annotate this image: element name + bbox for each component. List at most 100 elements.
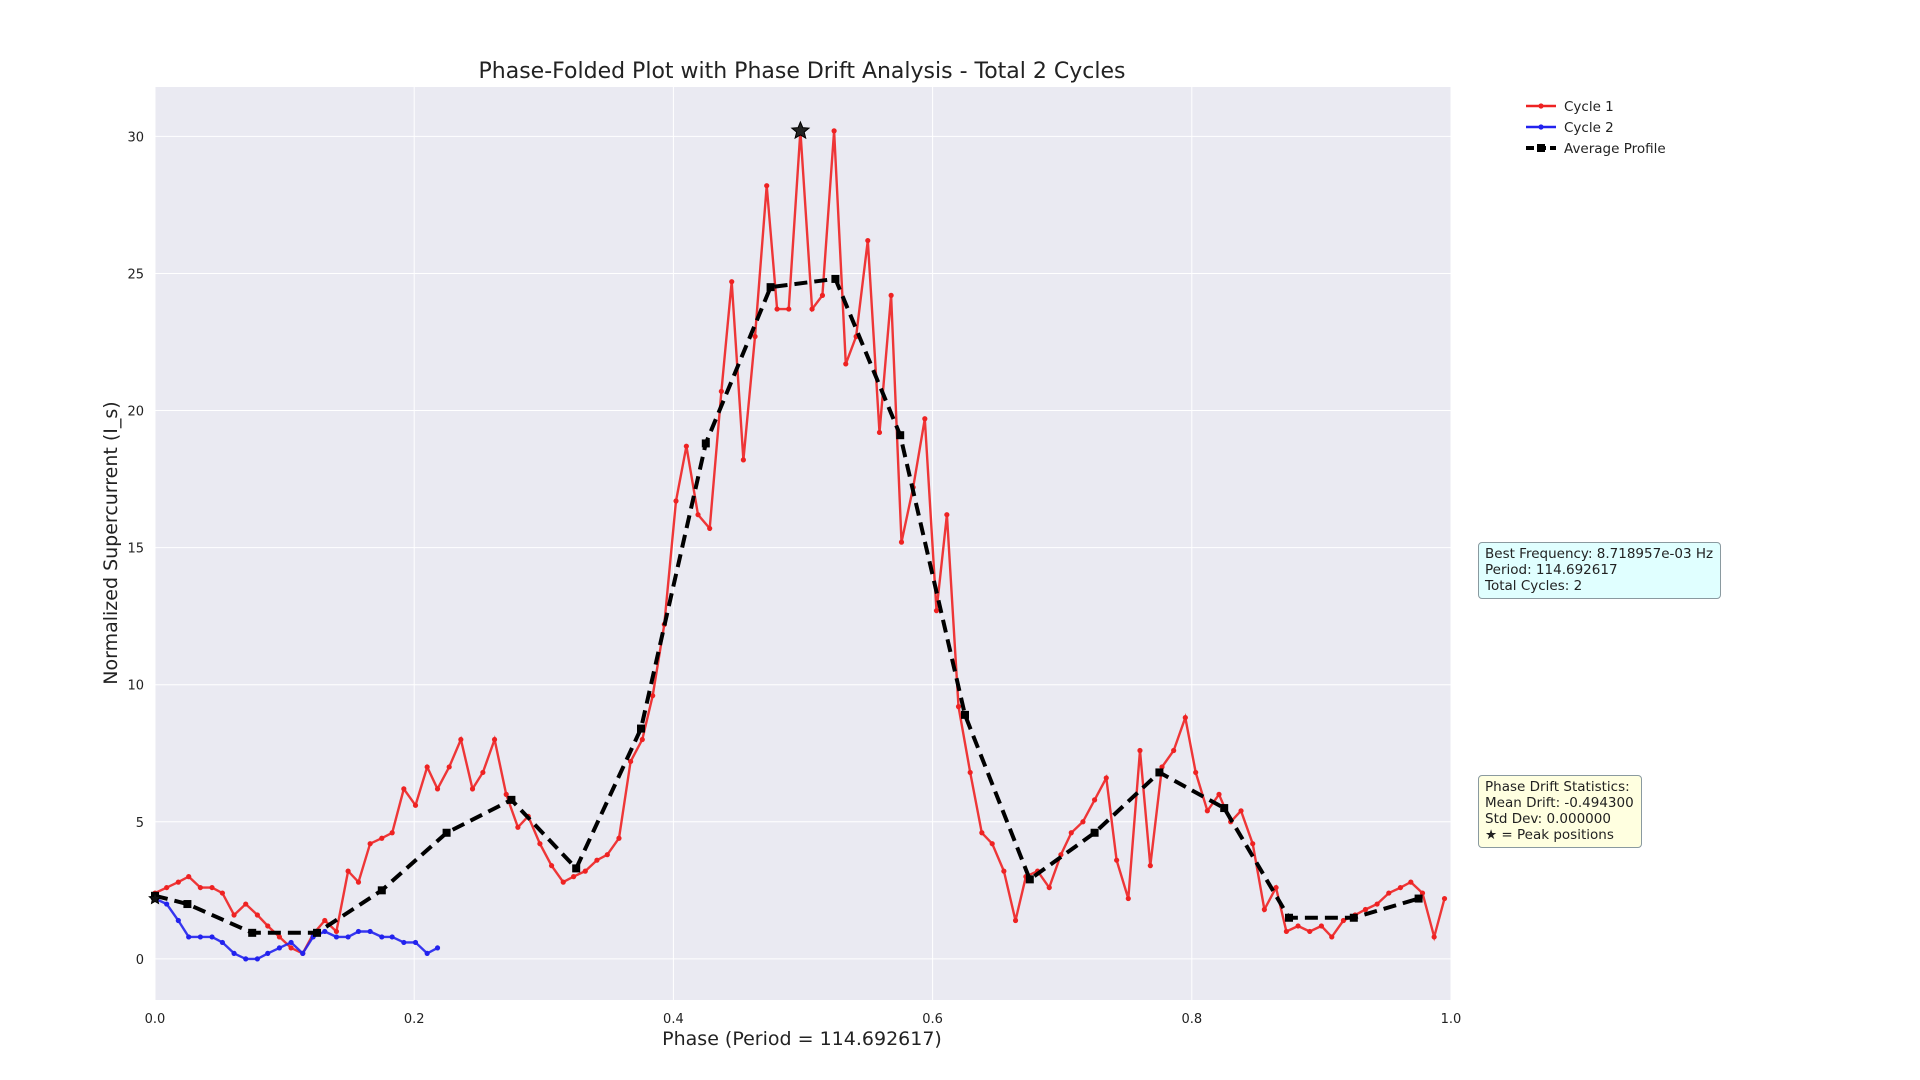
cycle-1-marker: [1374, 901, 1380, 907]
average-profile-marker: [961, 710, 969, 719]
legend-label-cycle-2: Cycle 2: [1564, 120, 1614, 136]
average-profile-marker: [1090, 828, 1099, 837]
cycle-2-marker: [412, 939, 419, 946]
cycle-1-marker: [1114, 857, 1120, 863]
cycle-1-marker: [933, 608, 940, 614]
cycle-1-marker: [616, 835, 622, 841]
legend-label-cycle-1: Cycle 1: [1564, 99, 1614, 115]
cycle-1-marker: [843, 361, 849, 367]
cycle-1-marker: [1125, 895, 1131, 902]
cycle-1-marker: [434, 786, 441, 792]
phase-drift-info-box: Phase Drift Statistics: Mean Drift: -0.4…: [1478, 775, 1642, 848]
cycle-2-marker: [254, 956, 260, 962]
grid-lines: [154, 87, 1452, 1000]
average-profile-marker: [637, 724, 645, 733]
cycle-1-marker: [1307, 928, 1313, 935]
cycle-1-marker: [1046, 884, 1052, 891]
cycle-1-marker: [1273, 884, 1279, 891]
cycle-1-marker: [673, 498, 679, 504]
cycle-1-marker: [944, 512, 950, 518]
cycle-1-marker: [503, 791, 509, 797]
average-profile-marker: [572, 864, 581, 873]
cycle-1-marker: [491, 736, 498, 743]
cycle-2-marker: [434, 945, 441, 951]
cycle-2-marker: [300, 950, 306, 956]
y-tick-label: 30: [127, 130, 144, 145]
average-profile-marker: [377, 886, 386, 895]
frequency-info-box: Best Frequency: 8.718957e-03 Hz Period: …: [1478, 542, 1722, 599]
cycle-1-marker: [560, 879, 566, 885]
cycle-1-marker: [571, 874, 577, 880]
cycle-2-marker: [186, 934, 192, 940]
cycle-2-marker: [243, 956, 249, 962]
cycle-1-marker: [819, 292, 826, 298]
cycle-1-marker: [1431, 934, 1437, 940]
best-frequency-text: Best Frequency: 8.718957e-03 Hz: [1485, 546, 1714, 562]
cycle-1-marker: [254, 912, 260, 918]
cycle-2-marker: [379, 934, 385, 940]
y-tick-label: 15: [127, 542, 144, 557]
cycle-1-marker: [288, 945, 294, 951]
cycle-1-marker: [1362, 906, 1369, 913]
cycle-1-marker: [1238, 808, 1244, 814]
cycle-1-marker: [412, 802, 419, 808]
x-tick-label: 0.6: [922, 1012, 943, 1027]
y-tick-label: 5: [136, 816, 144, 831]
average-profile-marker: [1220, 804, 1229, 813]
x-tick-label: 0.8: [1181, 1012, 1202, 1027]
cycle-1-marker: [345, 868, 351, 874]
plot-area: [155, 87, 1451, 1000]
y-axis-label: Normalized Supercurrent (I_s): [100, 401, 122, 684]
cycle-1-marker: [424, 764, 430, 770]
cycle-1-marker: [1171, 747, 1177, 754]
cycle-1-marker: [922, 416, 928, 422]
cycle-1-marker: [548, 863, 555, 869]
legend-label-average-profile: Average Profile: [1564, 141, 1666, 157]
cycle-1-marker: [639, 736, 645, 743]
cycle-1-marker: [1250, 841, 1256, 847]
average-profile-marker: [1414, 894, 1423, 903]
cycle-1-marker: [1386, 890, 1392, 896]
cycle-1-marker: [898, 539, 905, 545]
cycle-1-marker: [729, 279, 735, 285]
cycle-1-marker: [231, 912, 237, 918]
cycle-1-marker: [209, 884, 215, 891]
cycle-1-marker: [243, 901, 249, 907]
peak-note-text: ★ = Peak positions: [1485, 827, 1614, 843]
cycle-1-marker: [809, 306, 815, 312]
cycle-2-marker: [367, 928, 373, 935]
average-profile-marker: [507, 795, 516, 804]
x-tick-label: 1.0: [1441, 1012, 1462, 1027]
cycle-1-marker: [1068, 830, 1074, 836]
cycle-1-marker: [1012, 917, 1019, 924]
cycle-1-marker: [515, 824, 521, 830]
average-profile-marker: [248, 928, 257, 937]
cycle-1-marker: [979, 830, 985, 836]
cycle-1-marker: [1408, 879, 1414, 885]
average-profile-marker: [1155, 768, 1164, 777]
cycle-1-marker: [695, 512, 701, 518]
average-profile-marker: [183, 900, 192, 909]
cycle-1-marker: [1193, 769, 1199, 776]
cycle-1-marker: [1092, 797, 1098, 803]
cycle-1-marker: [1397, 884, 1404, 891]
cycle-1-marker: [164, 884, 170, 891]
cycle-2-marker: [424, 950, 430, 956]
cycle-1-marker: [1419, 890, 1426, 896]
peak-star-marker: [790, 120, 811, 140]
average-profile-line: [154, 276, 1420, 935]
legend-marker-average-profile: [1537, 144, 1545, 152]
cycle-1-marker: [537, 841, 543, 847]
cycle-1-marker: [322, 917, 328, 924]
cycle-1-marker: [355, 879, 362, 885]
cycle-1-marker: [707, 525, 713, 532]
cycle-1-marker: [628, 758, 634, 765]
cycle-1-marker: [480, 769, 486, 776]
cycle-1-marker: [876, 429, 883, 436]
cycle-1-marker: [888, 292, 894, 298]
cycle-1-marker: [955, 704, 962, 710]
x-tick-label: 0.0: [145, 1012, 166, 1027]
cycle-1-marker: [1137, 747, 1143, 754]
cycle-1-marker: [458, 736, 464, 743]
cycle-2-marker: [231, 950, 237, 956]
